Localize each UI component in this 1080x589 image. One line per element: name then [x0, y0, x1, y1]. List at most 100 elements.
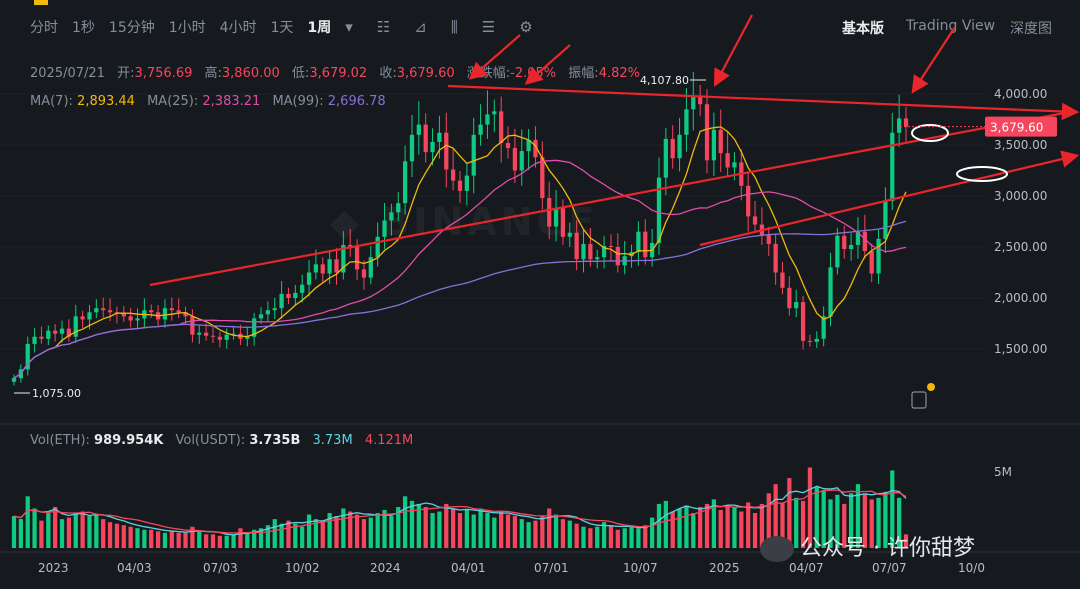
- candle: [698, 84, 703, 117]
- high-price-label: 4,107.80: [640, 74, 689, 87]
- candle: [53, 324, 58, 342]
- notification-dot-icon: [927, 383, 935, 391]
- notes-icon: [911, 391, 927, 409]
- candle-body: [203, 332, 209, 336]
- candle-body: [300, 284, 305, 293]
- volume-bar: [519, 519, 524, 548]
- y-tick-label: 2,000.00: [994, 291, 1047, 305]
- candle: [553, 190, 559, 242]
- y-tick-label: 3,500.00: [994, 138, 1047, 152]
- volume-bar: [162, 532, 168, 548]
- candle-body: [73, 316, 78, 337]
- candle-body: [101, 308, 106, 311]
- timeframe-1w[interactable]: 1周: [307, 20, 332, 36]
- view-tradingview[interactable]: Trading View: [906, 18, 996, 34]
- candle-body: [718, 129, 723, 154]
- view-basic[interactable]: 基本版: [842, 21, 884, 37]
- volume-bar: [595, 526, 600, 548]
- volume-bar: [855, 484, 861, 548]
- low-price-label: 1,075.00: [32, 387, 81, 400]
- timeframe-4h[interactable]: 4小时: [219, 20, 257, 36]
- candle-body: [656, 177, 662, 243]
- timeframe-1d[interactable]: 1天: [270, 20, 294, 36]
- candle: [752, 200, 758, 233]
- volume-bar: [423, 506, 428, 548]
- drawing-icon[interactable]: ⊿: [414, 18, 427, 36]
- candle: [526, 129, 531, 171]
- timeframe-15m[interactable]: 15分钟: [108, 20, 155, 36]
- volume-bar: [121, 525, 126, 548]
- view-depth[interactable]: 深度图: [1010, 21, 1052, 37]
- arrow-annotation-1: [468, 34, 521, 80]
- candle: [595, 249, 600, 269]
- candle: [293, 284, 298, 306]
- volume-bar: [567, 520, 572, 548]
- layout-icon[interactable]: ☰: [481, 18, 496, 36]
- candle-body: [615, 247, 620, 266]
- volume-bar: [149, 529, 154, 548]
- candle: [897, 94, 902, 147]
- timeframe-realtime[interactable]: 分时: [30, 20, 58, 36]
- volume-bar: [286, 520, 291, 548]
- candle-body: [643, 231, 648, 258]
- x-tick-label: 2024: [370, 561, 401, 575]
- candle-body: [725, 153, 730, 168]
- candle: [258, 307, 264, 324]
- candle-body: [663, 138, 668, 178]
- candle-body: [855, 231, 861, 245]
- candle: [636, 221, 641, 266]
- volume-bar: [732, 506, 737, 548]
- volume-bar: [581, 526, 586, 548]
- candle: [197, 324, 202, 344]
- candle-body: [540, 157, 545, 199]
- volume-bar: [217, 535, 222, 548]
- timeframe-1s[interactable]: 1秒: [72, 20, 95, 36]
- candle: [787, 276, 792, 316]
- ma-lines: [13, 126, 907, 379]
- volume-bar: [169, 531, 174, 548]
- candle: [773, 234, 778, 285]
- candle-body: [828, 267, 833, 317]
- candle-body: [53, 330, 58, 334]
- indicator-icon[interactable]: ☷: [376, 18, 391, 36]
- candle-body: [505, 142, 511, 149]
- candle-body: [313, 264, 319, 273]
- candle-body: [835, 235, 840, 268]
- volume-bar: [670, 511, 675, 548]
- volume-bar: [210, 534, 216, 548]
- circle-annotation-1: [911, 124, 949, 142]
- x-tick-label: 07/03: [203, 561, 238, 575]
- volume-bar: [272, 519, 277, 548]
- candle-body: [375, 236, 380, 258]
- candle-body: [66, 328, 72, 337]
- volume-bar: [245, 532, 250, 548]
- volume-bar: [313, 519, 319, 548]
- volume-bar: [73, 513, 78, 548]
- candle: [800, 296, 806, 350]
- volume-bar: [629, 526, 634, 548]
- candle-body: [848, 244, 854, 250]
- gear-icon[interactable]: ⚙: [519, 18, 533, 36]
- candle: [107, 298, 113, 322]
- candle-body: [862, 231, 867, 252]
- candle-body: [107, 310, 113, 313]
- candle-body: [128, 316, 133, 321]
- candle-type-icon[interactable]: ⫼: [450, 18, 458, 36]
- candle: [66, 319, 72, 342]
- candle: [142, 298, 147, 329]
- volume-bar: [409, 500, 415, 548]
- volume-bar: [828, 499, 833, 548]
- volume-bar: [725, 505, 730, 548]
- volume-bar: [759, 503, 765, 548]
- timeframe-1h[interactable]: 1小时: [168, 20, 206, 36]
- candle: [39, 326, 44, 344]
- candle: [814, 331, 819, 348]
- candle-body: [197, 332, 202, 335]
- candle: [190, 309, 195, 343]
- candle-body: [766, 234, 771, 244]
- candle-body: [423, 124, 428, 153]
- chevron-down-icon[interactable]: ▾: [345, 18, 353, 36]
- volume-bar: [396, 506, 401, 548]
- volume-bar: [622, 528, 627, 548]
